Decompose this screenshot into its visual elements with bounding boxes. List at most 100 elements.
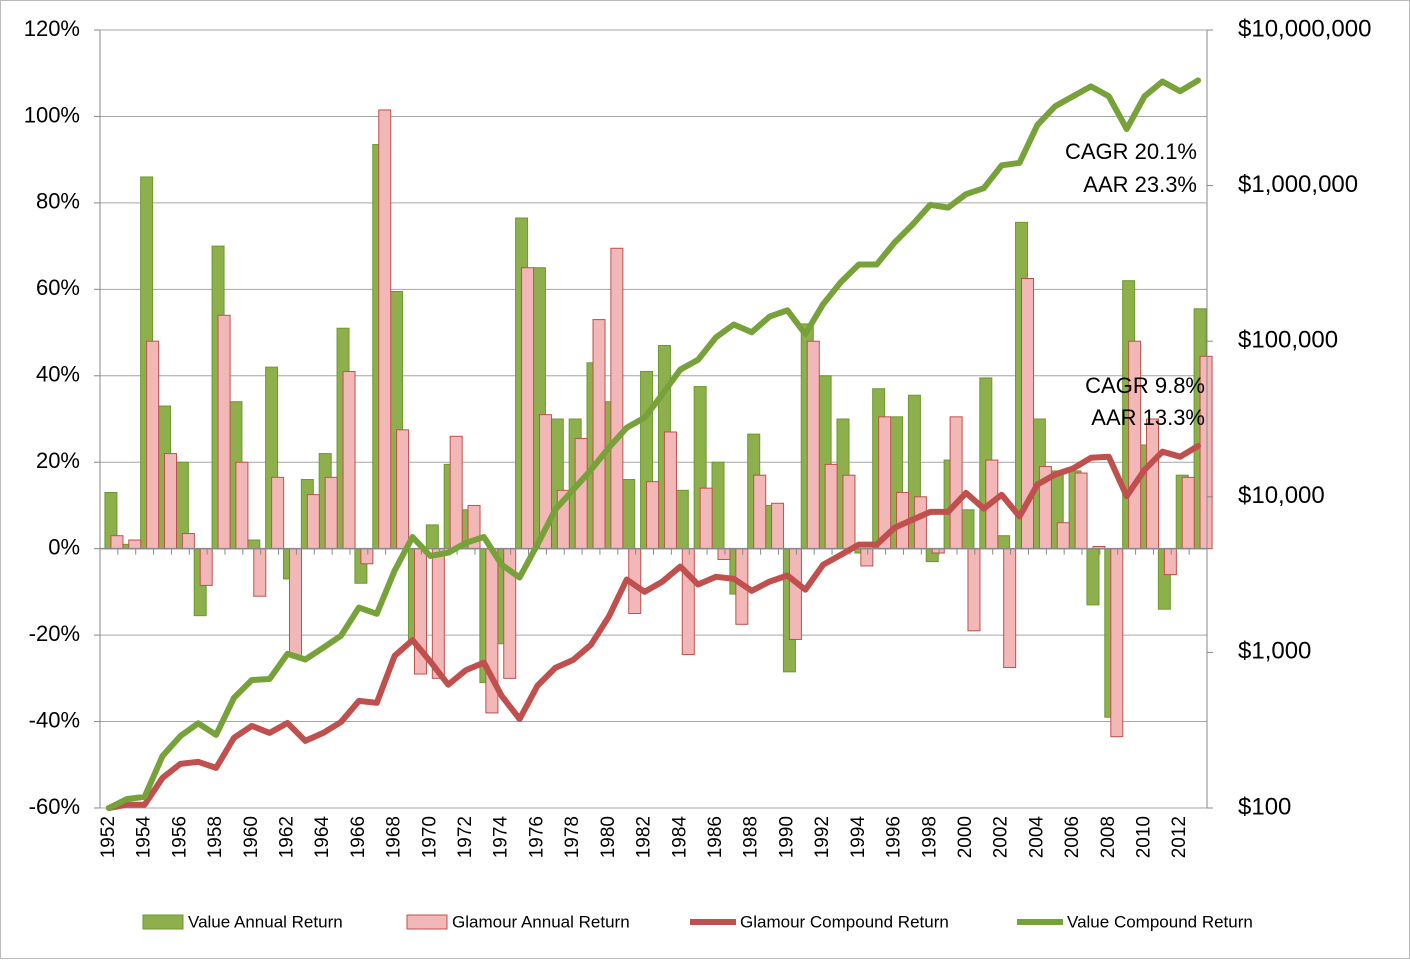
annotation: CAGR 9.8% xyxy=(1085,373,1205,398)
bar xyxy=(288,548,302,658)
y2-tick-label: $1,000,000 xyxy=(1238,171,1358,198)
label-layer: CAGR 20.1% AAR 23.3% CAGR 9.8% AAR 13.3%… xyxy=(24,15,1372,931)
x-tick-label: 2010 xyxy=(1134,816,1155,858)
legend-swatch xyxy=(406,914,448,930)
annotation: CAGR 20.1% xyxy=(1065,139,1197,164)
bar xyxy=(806,340,820,550)
bar xyxy=(247,539,261,550)
bar xyxy=(110,535,124,550)
x-tick-label: 1998 xyxy=(919,816,940,858)
y-tick-label: 40% xyxy=(36,362,80,387)
bar xyxy=(146,340,160,550)
bar xyxy=(622,479,636,550)
bar xyxy=(235,461,249,550)
x-tick-label: 1976 xyxy=(526,816,547,858)
x-tick-label: 1970 xyxy=(419,816,440,858)
x-tick-label: 1964 xyxy=(312,816,333,859)
x-tick-label: 1974 xyxy=(491,816,512,859)
bar xyxy=(431,548,445,679)
y-tick-label: -20% xyxy=(29,621,80,646)
x-tick-label: 1978 xyxy=(562,816,583,858)
y-tick-label: -60% xyxy=(29,794,80,819)
line xyxy=(105,443,1202,811)
x-tick-label: 1968 xyxy=(384,816,405,858)
bar xyxy=(610,247,624,550)
bar xyxy=(681,548,695,656)
bar xyxy=(1003,548,1017,669)
y-tick-label: -40% xyxy=(29,707,80,732)
bar xyxy=(842,474,856,550)
bar xyxy=(771,502,785,550)
bar xyxy=(824,463,838,550)
bar xyxy=(271,476,285,550)
legend-label: Glamour Annual Return xyxy=(452,912,630,931)
legend-label: Value Compound Return xyxy=(1067,912,1253,931)
bar xyxy=(913,496,927,550)
x-tick-label: 1958 xyxy=(205,816,226,858)
x-tick-label: 2004 xyxy=(1026,816,1047,859)
x-tick-label: 1986 xyxy=(705,816,726,858)
bar xyxy=(967,548,981,632)
x-tick-label: 1980 xyxy=(598,816,619,858)
x-tick-label: 2006 xyxy=(1062,816,1083,858)
x-tick-label: 1988 xyxy=(741,816,762,858)
x-tick-label: 2000 xyxy=(955,816,976,858)
annotation: AAR 13.3% xyxy=(1091,405,1205,430)
y-tick-label: 60% xyxy=(36,275,80,300)
bar xyxy=(396,429,410,550)
bar xyxy=(306,494,320,550)
x-tick-label: 2002 xyxy=(991,816,1012,858)
y2-tick-label: $10,000,000 xyxy=(1238,15,1371,42)
x-tick-label: 1996 xyxy=(884,816,905,858)
bar xyxy=(181,533,195,550)
bar xyxy=(788,548,802,640)
x-tick-label: 1960 xyxy=(241,816,262,858)
bar xyxy=(1074,472,1088,550)
bar xyxy=(961,509,975,550)
bar xyxy=(675,489,689,550)
annotation: AAR 23.3% xyxy=(1083,172,1197,197)
legend-label: Glamour Compound Return xyxy=(740,912,949,931)
x-tick-label: 1992 xyxy=(812,816,833,858)
x-tick-label: 1994 xyxy=(848,816,869,859)
y2-tick-label: $1,000 xyxy=(1238,638,1311,665)
y-tick-label: 120% xyxy=(24,16,80,41)
bar xyxy=(425,524,439,550)
x-tick-label: 1966 xyxy=(348,816,369,858)
bar xyxy=(1146,418,1160,550)
bar xyxy=(360,548,374,565)
bar xyxy=(324,476,338,550)
bar xyxy=(521,267,535,550)
bar xyxy=(878,416,892,550)
bar xyxy=(253,548,267,597)
bar xyxy=(449,435,463,550)
bar xyxy=(711,461,725,550)
bar xyxy=(574,437,588,550)
bar xyxy=(592,319,606,550)
bar xyxy=(1086,548,1100,606)
y2-tick-label: $100 xyxy=(1238,793,1291,820)
bar xyxy=(1110,548,1124,738)
x-tick-label: 1990 xyxy=(776,816,797,858)
y-tick-label: 20% xyxy=(36,448,80,473)
bar xyxy=(753,474,767,550)
bar xyxy=(217,314,231,550)
x-tick-label: 1952 xyxy=(98,816,119,858)
bar xyxy=(378,109,392,550)
x-tick-label: 1956 xyxy=(169,816,190,858)
legend-label: Value Annual Return xyxy=(188,912,343,931)
x-tick-label: 1972 xyxy=(455,816,476,858)
bar xyxy=(128,539,142,550)
bar xyxy=(1163,548,1177,576)
y2-tick-label: $100,000 xyxy=(1238,327,1338,354)
y-tick-label: 0% xyxy=(48,534,80,559)
legend-swatch xyxy=(142,914,184,930)
bar xyxy=(699,487,713,550)
x-tick-label: 2008 xyxy=(1098,816,1119,858)
bar xyxy=(997,535,1011,550)
bar xyxy=(949,416,963,550)
bar xyxy=(646,481,660,550)
bar xyxy=(163,453,177,550)
x-tick-label: 1962 xyxy=(276,816,297,858)
